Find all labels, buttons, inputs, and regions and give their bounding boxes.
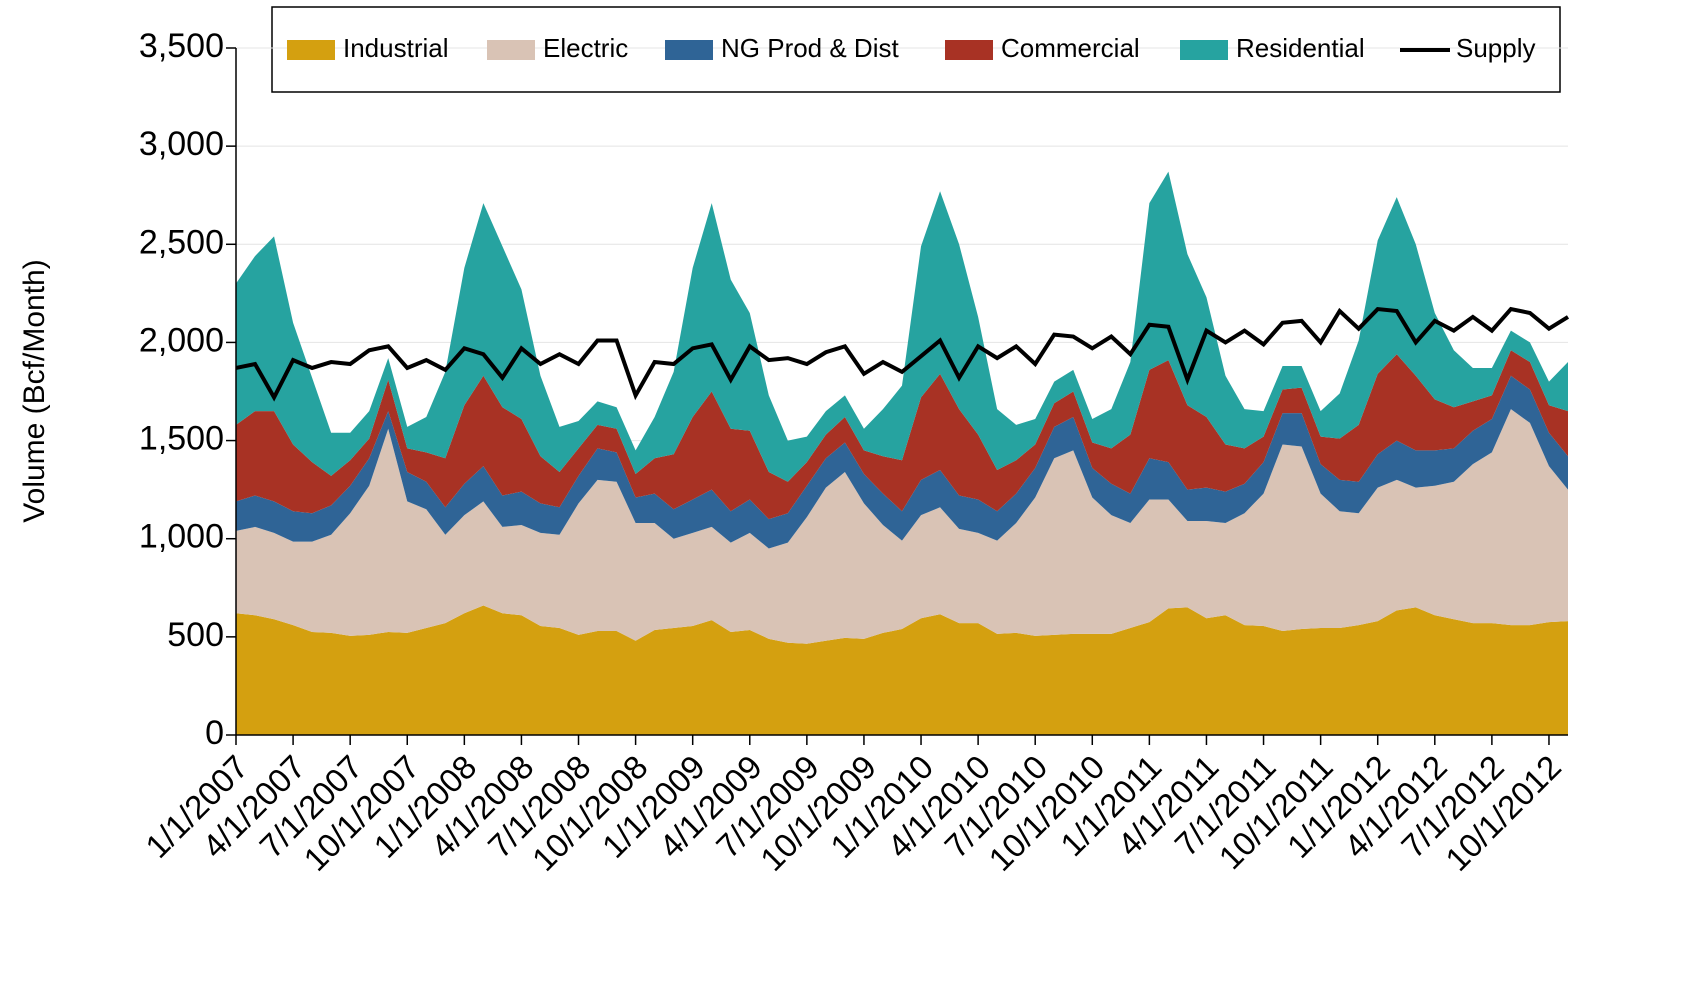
area (236, 375, 1568, 549)
y-axis-title: Volume (Bcf/Month) (18, 259, 51, 522)
legend-swatch (665, 40, 713, 60)
legend-label: Commercial (1001, 33, 1140, 63)
legend-swatch (287, 40, 335, 60)
y-tick-label: 500 (167, 616, 224, 654)
legend-swatch (487, 40, 535, 60)
legend-swatch (945, 40, 993, 60)
legend-swatch (1180, 40, 1228, 60)
legend-label: NG Prod & Dist (721, 33, 899, 63)
area (236, 350, 1568, 520)
legend-label: Residential (1236, 33, 1365, 63)
y-tick-label: 3,500 (139, 27, 224, 65)
y-tick-label: 1,000 (139, 518, 224, 556)
line (235, 306, 1570, 402)
legend-label: Electric (543, 33, 628, 63)
y-tick-label: 2,500 (139, 223, 224, 261)
area (236, 409, 1568, 644)
y-tick-label: 2,000 (139, 321, 224, 359)
y-tick-label: 0 (205, 714, 224, 752)
area (236, 171, 1568, 482)
y-tick-label: 1,500 (139, 420, 224, 458)
area (236, 605, 1568, 735)
legend-box (271, 6, 1561, 93)
legend-label: Supply (1456, 33, 1536, 63)
legend-label: Industrial (343, 33, 449, 63)
y-tick-label: 3,000 (139, 125, 224, 163)
